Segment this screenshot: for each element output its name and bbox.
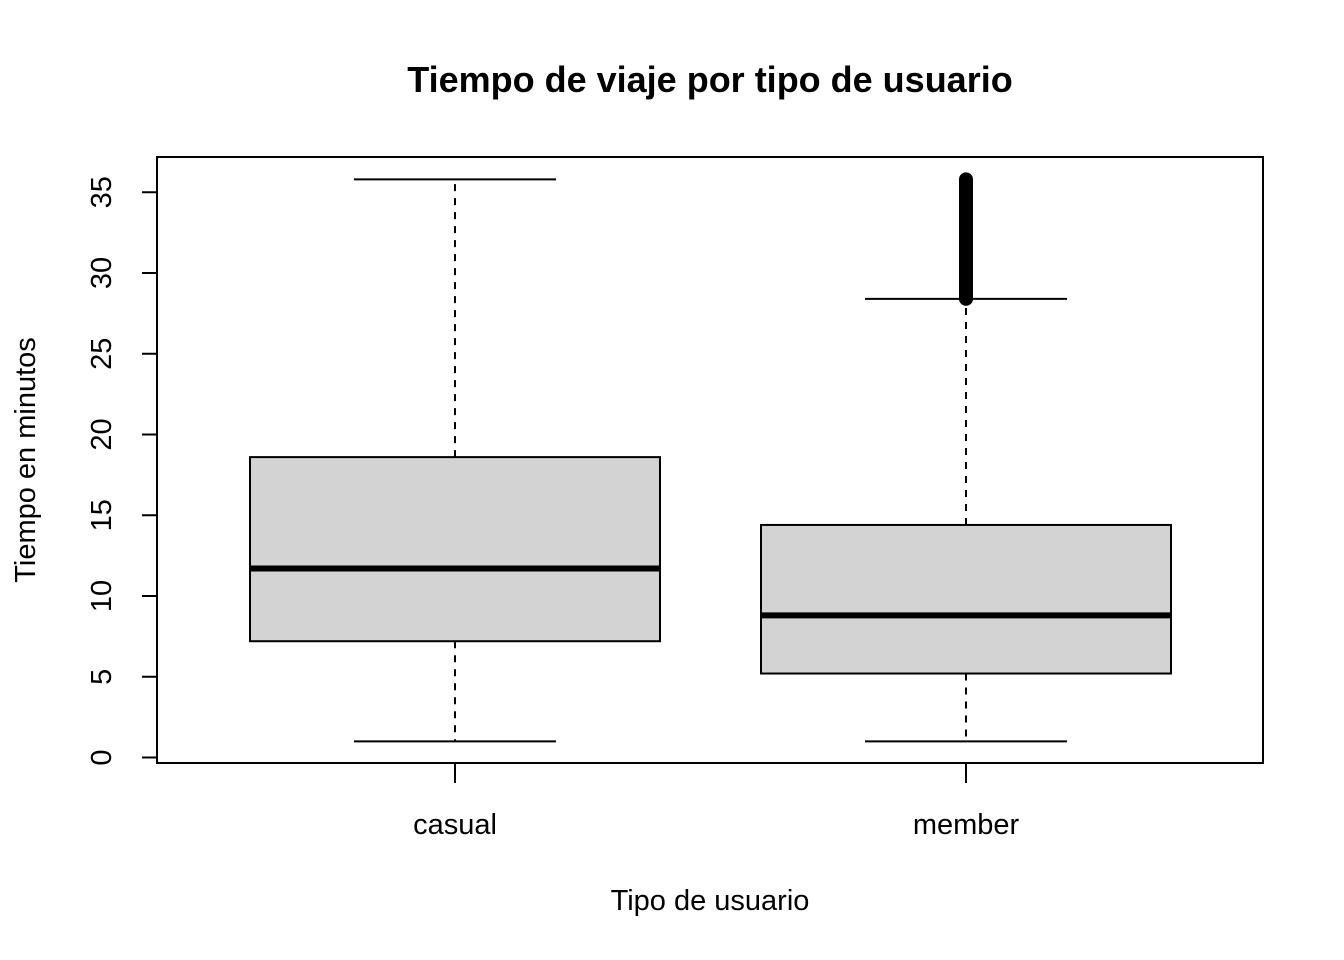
y-tick-label-0: 0 — [86, 749, 118, 765]
y-axis: 0 5 10 15 20 25 30 35 — [86, 176, 158, 766]
y-tick-label-5: 5 — [86, 669, 118, 685]
y-tick-label-20: 20 — [86, 418, 118, 450]
y-tick-label-10: 10 — [86, 580, 118, 612]
boxes — [249, 172, 1172, 743]
iqr-box-casual — [249, 456, 661, 643]
y-tick-label-15: 15 — [86, 499, 118, 531]
x-axis-label: Tipo de usuario — [611, 885, 810, 917]
y-tick-label-25: 25 — [86, 338, 118, 370]
x-axis: casual member — [413, 763, 1020, 841]
chart-title: Tiempo de viaje por tipo de usuario — [407, 59, 1012, 100]
y-tick-label-30: 30 — [86, 257, 118, 289]
x-tick-label-member: member — [913, 809, 1020, 841]
y-axis-label: Tiempo en minutos — [10, 337, 42, 583]
x-tick-label-casual: casual — [413, 809, 497, 841]
iqr-box-member — [760, 523, 1172, 675]
box-casual — [249, 178, 661, 743]
y-tick-label-35: 35 — [86, 176, 118, 208]
box-member — [760, 172, 1172, 743]
